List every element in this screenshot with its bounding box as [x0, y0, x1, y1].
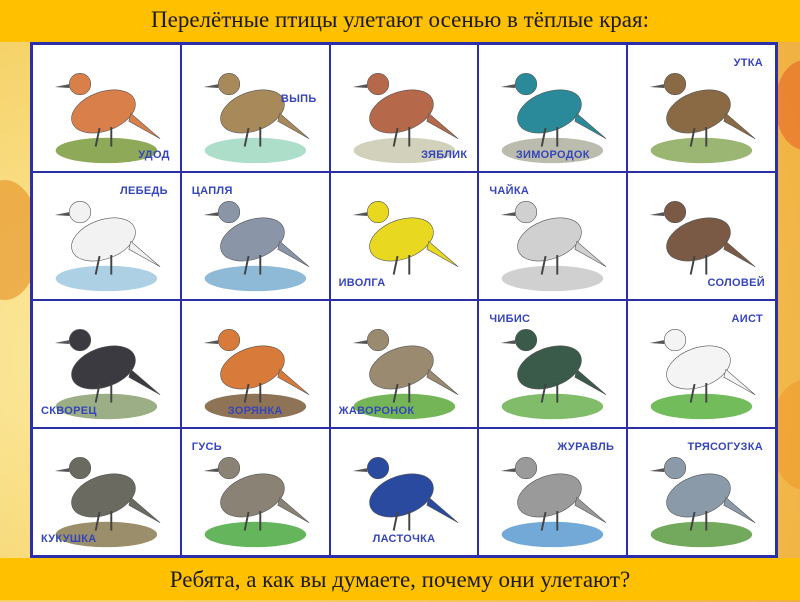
bird-illustration [203, 457, 310, 548]
bird-name-label: СКВОРЕЦ [41, 405, 97, 417]
bird-card: ГУСЬ [180, 428, 330, 556]
bird-illustration [54, 73, 161, 164]
bird-card: ЖАВОРОНОК [329, 300, 479, 428]
autumn-leaf-decoration [775, 60, 800, 150]
bird-illustration [501, 457, 607, 548]
bird-card: ЗИМОРОДОК [478, 44, 628, 172]
bird-name-label: УДОД [138, 149, 170, 161]
bird-name-label: ЗИМОРОДОК [515, 149, 590, 161]
bird-card: ЗЯБЛИК [329, 44, 479, 172]
bird-card: ЗОРЯНКА [180, 300, 330, 428]
bird-name-label: ЧАЙКА [489, 185, 530, 197]
bird-name-label: КУКУШКА [41, 533, 97, 545]
bird-card: СОЛОВЕЙ [627, 172, 776, 300]
bird-card: КУКУШКА [32, 428, 181, 556]
bird-card: УДОД [32, 44, 181, 172]
bird-name-label: ЗОРЯНКА [227, 405, 283, 417]
bird-card: ЦАПЛЯ [180, 172, 330, 300]
bird-card: ВЫПЬ [180, 44, 330, 172]
bird-card: ЖУРАВЛЬ [478, 428, 628, 556]
bird-illustration [352, 73, 458, 164]
bird-name-label: ЗЯБЛИК [421, 149, 468, 161]
bird-card: АИСТ [627, 300, 776, 428]
bird-name-label: ЖАВОРОНОК [338, 405, 415, 417]
bird-name-label: ЖУРАВЛЬ [557, 441, 615, 453]
bird-card: УТКА [627, 44, 776, 172]
bird-illustration [649, 457, 756, 548]
bird-illustration [649, 73, 756, 164]
bird-card: ЛАСТОЧКА [329, 428, 479, 556]
bird-name-label: АИСТ [731, 313, 763, 325]
bird-name-label: ИВОЛГА [338, 277, 386, 289]
bird-name-label: СОЛОВЕЙ [707, 277, 765, 289]
bird-illustration [54, 329, 161, 420]
bird-illustration [501, 201, 607, 292]
bird-name-label: ЛЕБЕДЬ [119, 185, 168, 197]
bird-card: ИВОЛГА [329, 172, 479, 300]
bird-illustration [649, 329, 756, 420]
bird-name-label: УТКА [733, 57, 763, 69]
bird-illustration [352, 329, 458, 420]
bird-name-label: ЦАПЛЯ [191, 185, 233, 197]
bird-illustration [352, 201, 458, 292]
bird-illustration [203, 73, 310, 164]
bird-illustration [352, 457, 458, 548]
bird-illustration [501, 73, 607, 164]
bird-name-label: ЧИБИС [489, 313, 531, 325]
bird-illustration [203, 329, 310, 420]
bird-name-label: ЛАСТОЧКА [372, 533, 436, 545]
bird-grid: УДОД ВЫПЬ ЗЯБЛИК ЗИМОРОДОК УТКА ЛЕБЕДЬ Ц… [30, 42, 778, 558]
bird-card: ТРЯСОГУЗКА [627, 428, 776, 556]
bird-illustration [501, 329, 607, 420]
bird-illustration [54, 201, 161, 292]
bird-illustration [203, 201, 310, 292]
bird-name-label: ТРЯСОГУЗКА [687, 441, 763, 453]
bird-name-label: ГУСЬ [191, 441, 222, 453]
bird-card: ЧАЙКА [478, 172, 628, 300]
slide-question: Ребята, а как вы думаете, почему они уле… [0, 558, 800, 600]
bird-illustration [649, 201, 756, 292]
slide-title: Перелётные птицы улетают осенью в тёплые… [0, 0, 800, 42]
bird-card: СКВОРЕЦ [32, 300, 181, 428]
bird-name-label: ВЫПЬ [280, 93, 317, 105]
bird-illustration [54, 457, 161, 548]
bird-card: ЧИБИС [478, 300, 628, 428]
bird-card: ЛЕБЕДЬ [32, 172, 181, 300]
